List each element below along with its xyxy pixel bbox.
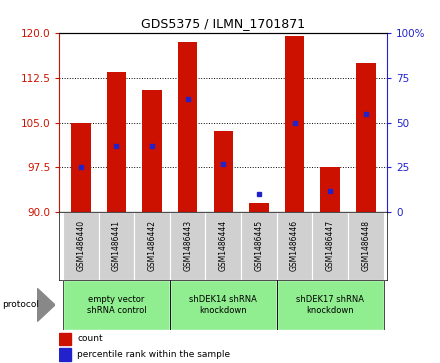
Title: GDS5375 / ILMN_1701871: GDS5375 / ILMN_1701871	[141, 17, 305, 30]
Bar	[205, 212, 241, 280]
Bar	[241, 212, 277, 280]
Bar	[320, 167, 340, 212]
Text: GSM1486445: GSM1486445	[254, 220, 264, 272]
Bar	[63, 212, 99, 280]
Bar	[356, 63, 376, 212]
Bar	[106, 72, 126, 212]
Text: GSM1486440: GSM1486440	[76, 220, 85, 272]
Bar	[170, 212, 205, 280]
Bar	[277, 280, 384, 330]
Bar	[59, 333, 71, 345]
Text: GSM1486442: GSM1486442	[147, 220, 157, 272]
Text: GSM1486446: GSM1486446	[290, 220, 299, 272]
Bar	[285, 36, 304, 212]
Bar	[348, 212, 384, 280]
Text: GSM1486448: GSM1486448	[361, 220, 370, 272]
Bar	[134, 212, 170, 280]
Text: GSM1486447: GSM1486447	[326, 220, 335, 272]
Bar	[71, 123, 91, 212]
Bar	[277, 212, 312, 280]
Bar	[178, 42, 198, 212]
Text: shDEK17 shRNA
knockdown: shDEK17 shRNA knockdown	[296, 295, 364, 315]
Polygon shape	[37, 288, 55, 322]
Bar	[249, 203, 269, 212]
Text: GSM1486441: GSM1486441	[112, 220, 121, 272]
Text: protocol: protocol	[2, 301, 39, 309]
Text: empty vector
shRNA control: empty vector shRNA control	[87, 295, 146, 315]
Text: count: count	[77, 334, 103, 343]
Bar	[59, 348, 71, 361]
Bar	[312, 212, 348, 280]
Bar	[63, 280, 170, 330]
Text: shDEK14 shRNA
knockdown: shDEK14 shRNA knockdown	[189, 295, 257, 315]
Bar	[213, 131, 233, 212]
Text: percentile rank within the sample: percentile rank within the sample	[77, 350, 231, 359]
Bar	[99, 212, 134, 280]
Bar	[142, 90, 162, 212]
Bar	[170, 280, 277, 330]
Text: GSM1486444: GSM1486444	[219, 220, 228, 272]
Text: GSM1486443: GSM1486443	[183, 220, 192, 272]
